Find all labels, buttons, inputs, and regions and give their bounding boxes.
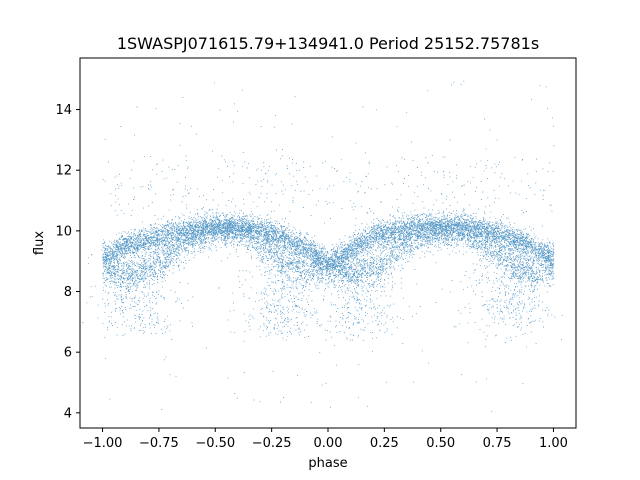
x-tick-label: 1.00 (539, 436, 568, 451)
axes-frame (79, 57, 577, 429)
scatter-points (82, 80, 563, 412)
y-tick-label: 12 (55, 164, 72, 179)
y-tick-label: 8 (64, 285, 72, 300)
y-tick-label: 14 (55, 103, 72, 118)
x-tick-label: 0.75 (483, 436, 512, 451)
y-tick-label: 10 (55, 224, 72, 239)
x-tick-label: −1.00 (83, 436, 123, 451)
x-axis: −1.00 −0.75 −0.50 −0.25 0.00 0.25 0.50 0.75 1.00 (83, 428, 568, 451)
y-axis: 4 6 8 10 12 14 (55, 103, 80, 421)
x-tick-label: −0.25 (252, 436, 292, 451)
x-tick-label: 0.00 (314, 436, 343, 451)
plot-area (82, 80, 563, 412)
x-tick-label: 0.50 (426, 436, 455, 451)
x-tick-label: −0.75 (139, 436, 179, 451)
x-tick-label: −0.50 (195, 436, 235, 451)
chart-title: 1SWASPJ071615.79+134941.0 Period 25152.7… (117, 34, 539, 53)
y-tick-label: 4 (64, 406, 72, 421)
x-tick-label: 0.25 (370, 436, 399, 451)
y-axis-label: flux (32, 231, 47, 255)
y-tick-label: 6 (64, 346, 72, 361)
x-axis-label: phase (308, 456, 347, 471)
